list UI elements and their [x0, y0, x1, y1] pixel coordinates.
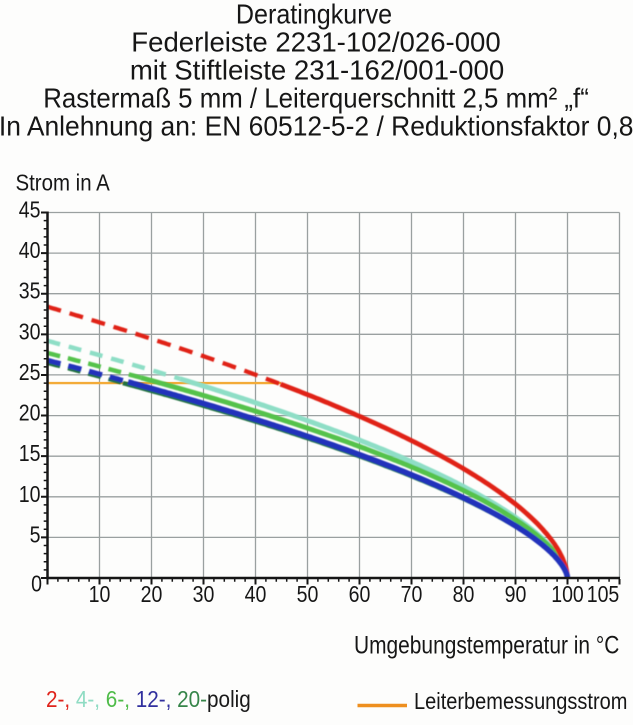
svg-text:105: 105 [587, 582, 620, 608]
svg-text:40: 40 [245, 582, 267, 608]
svg-text:10: 10 [89, 582, 111, 608]
svg-text:70: 70 [401, 582, 423, 608]
svg-text:80: 80 [453, 582, 475, 608]
svg-text:45: 45 [19, 197, 41, 223]
svg-text:60: 60 [349, 582, 371, 608]
svg-text:0: 0 [31, 571, 42, 597]
svg-text:100: 100 [551, 582, 584, 608]
svg-text:Federleiste 2231-102/026-000: Federleiste 2231-102/026-000 [131, 27, 500, 58]
svg-text:40: 40 [19, 238, 41, 264]
svg-text:30: 30 [193, 582, 215, 608]
svg-text:Umgebungstemperatur in °C: Umgebungstemperatur in °C [354, 631, 619, 659]
svg-text:25: 25 [19, 359, 41, 385]
svg-text:Deratingkurve: Deratingkurve [236, 0, 392, 30]
svg-text:mit Stiftleiste 231-162/001-00: mit Stiftleiste 231-162/001-000 [130, 55, 504, 86]
svg-text:15: 15 [19, 441, 41, 467]
svg-text:35: 35 [19, 278, 41, 304]
svg-text:90: 90 [505, 582, 527, 608]
svg-text:Rastermaß 5 mm / Leiterquersch: Rastermaß 5 mm / Leiterquerschnitt 2,5 m… [43, 83, 589, 114]
svg-text:5: 5 [30, 522, 41, 548]
svg-text:20: 20 [141, 582, 163, 608]
svg-text:50: 50 [297, 582, 319, 608]
svg-text:2-, 4-, 6-, 12-, 20-polig: 2-, 4-, 6-, 12-, 20-polig [46, 686, 251, 712]
svg-text:10: 10 [19, 481, 41, 507]
svg-text:20: 20 [19, 400, 41, 426]
svg-text:30: 30 [19, 319, 41, 345]
svg-text:Strom in A: Strom in A [16, 169, 111, 196]
svg-text:In Anlehnung an: EN 60512-5-2: In Anlehnung an: EN 60512-5-2 / Reduktio… [0, 110, 633, 142]
svg-text:Leiterbemessungsstrom: Leiterbemessungsstrom [414, 688, 627, 715]
